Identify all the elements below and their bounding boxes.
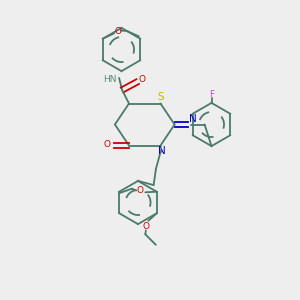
Text: HN: HN	[103, 75, 117, 84]
Text: O: O	[104, 140, 111, 149]
Text: O: O	[136, 186, 143, 195]
Text: S: S	[158, 92, 164, 102]
Text: O: O	[138, 75, 146, 84]
Text: O: O	[115, 27, 122, 36]
Text: N: N	[189, 114, 196, 124]
Text: O: O	[142, 222, 149, 231]
Text: N: N	[158, 146, 166, 157]
Text: F: F	[209, 90, 214, 99]
